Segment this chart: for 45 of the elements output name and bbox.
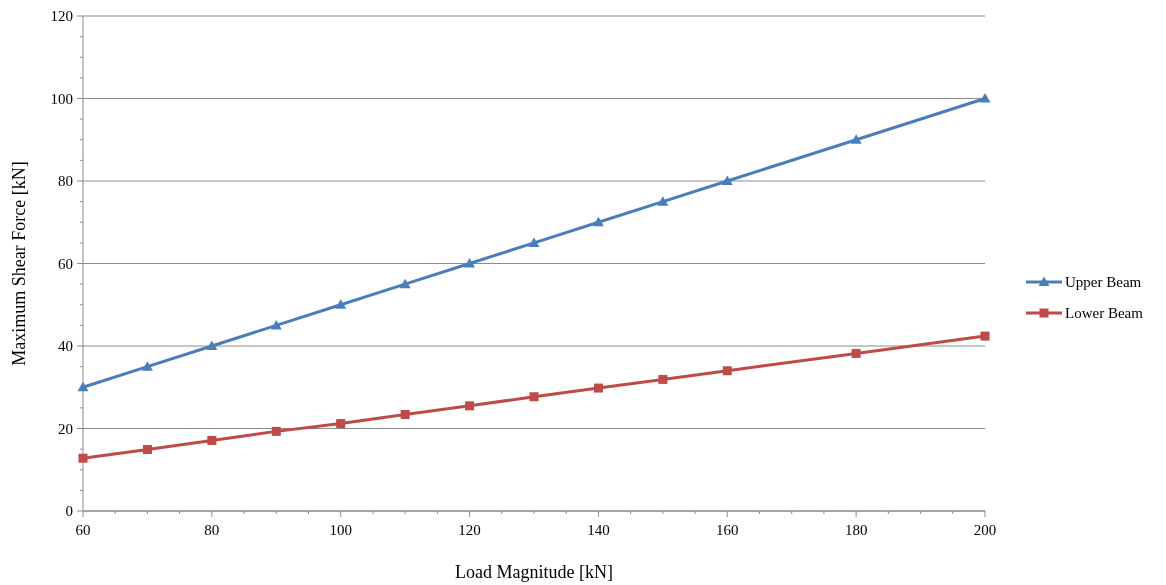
point [722, 366, 732, 376]
y-tick-label: 60 [58, 255, 73, 272]
point [658, 374, 668, 384]
x-tick-label: 140 [587, 522, 610, 538]
point [335, 299, 347, 309]
point [529, 392, 539, 402]
point [142, 445, 152, 455]
point [270, 319, 282, 330]
x-tick-label: 60 [75, 522, 91, 538]
point [464, 258, 476, 268]
legend-label: Lower Beam [1065, 305, 1144, 322]
y-tick-label: 120 [50, 8, 73, 25]
y-tick-label: 20 [58, 420, 73, 437]
y-tick-label: 100 [50, 90, 73, 107]
y-tick-label: 0 [65, 503, 73, 520]
x-tick-label: 200 [973, 522, 997, 538]
point [721, 175, 733, 185]
point [399, 278, 411, 289]
legend-label: Upper Beam [1065, 274, 1142, 291]
y-axis-title: Maximum Shear Force [kN] [9, 161, 29, 366]
point [593, 383, 603, 393]
point [657, 196, 669, 206]
x-tick-label: 160 [716, 522, 739, 538]
x-tick-label: 100 [329, 522, 352, 538]
point [850, 134, 862, 144]
x-tick-label: 180 [844, 522, 868, 538]
point [979, 93, 991, 103]
x-tick-label: 80 [204, 522, 220, 538]
point [207, 435, 217, 445]
x-tick-label: 120 [458, 522, 481, 538]
point [271, 426, 281, 436]
point [400, 409, 410, 419]
y-tick-label: 80 [58, 173, 73, 190]
point [336, 419, 346, 429]
point [465, 401, 475, 411]
x-axis-title: Load Magnitude [kN] [455, 562, 613, 582]
point [980, 331, 990, 341]
point [77, 381, 89, 392]
point [206, 340, 218, 350]
point [528, 237, 540, 247]
point [141, 361, 153, 371]
point [78, 453, 88, 463]
point [851, 348, 861, 358]
y-tick-label: 40 [58, 338, 73, 355]
point [592, 216, 604, 227]
